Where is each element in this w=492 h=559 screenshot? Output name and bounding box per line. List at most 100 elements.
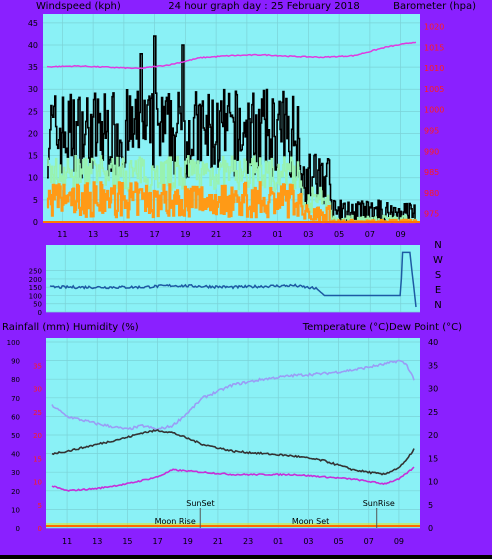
event-marker-label: SunRise	[363, 499, 395, 508]
y-tick-label-rainfall: 0	[38, 525, 42, 533]
y-tick-label-pressure: 985	[424, 168, 439, 177]
y-tick-label-wind: 20	[28, 129, 38, 138]
y-tick-label-humidity: 20	[11, 488, 20, 496]
x-tick-label: 13	[92, 537, 102, 546]
y-tick-label-humidity: 50	[11, 432, 20, 440]
y-tick-label-temperature: 20	[428, 431, 438, 440]
y-tick-label-rainfall: 5	[38, 502, 42, 510]
y-tick-label-wind: 30	[28, 85, 38, 94]
y-tick-label-pressure: 1005	[424, 85, 444, 94]
top-left-axis-title: Windspeed (kph)	[36, 1, 121, 12]
compass-label: N	[434, 240, 441, 251]
y-tick-label-rainfall: 20	[33, 432, 42, 440]
y-tick-label-direction: 250	[29, 268, 42, 276]
y-tick-label-pressure: 1000	[424, 106, 444, 115]
y-tick-label-rainfall: 10	[33, 479, 42, 487]
x-tick-label: 09	[396, 230, 406, 239]
bottom-right-axis-title: Temperature (°C)Dew Point (°C)	[302, 322, 462, 333]
x-tick-label: 15	[122, 537, 132, 546]
barometer-line	[46, 41, 417, 70]
y-tick-label-temperature: 25	[428, 408, 438, 417]
x-tick-label: 11	[57, 230, 67, 239]
chart-date-title: 24 hour graph day : 25 February 2018	[168, 1, 359, 12]
x-tick-label: 15	[119, 230, 129, 239]
y-tick-label-temperature: 5	[428, 501, 433, 510]
y-tick-label-pressure: 980	[424, 189, 439, 198]
y-tick-label-humidity: 10	[11, 506, 20, 514]
y-tick-label-humidity: 80	[11, 376, 20, 384]
y-tick-label-pressure: 995	[424, 126, 439, 135]
y-tick-label-pressure: 975	[424, 210, 439, 219]
event-marker-label: SunSet	[186, 499, 214, 508]
y-tick-label-pressure: 1020	[424, 22, 444, 31]
y-tick-label-humidity: 40	[11, 451, 20, 459]
y-tick-label-humidity: 100	[7, 339, 20, 347]
y-tick-label-rainfall: 30	[33, 386, 42, 394]
y-tick-label-direction: 150	[29, 284, 42, 292]
x-tick-label: 19	[180, 230, 190, 239]
y-tick-label-temperature: 15	[428, 454, 438, 463]
y-tick-label-pressure: 990	[424, 147, 439, 156]
x-tick-label: 07	[364, 537, 374, 546]
x-tick-label: 13	[88, 230, 98, 239]
x-tick-label: 03	[303, 230, 313, 239]
dew-point-line	[51, 466, 415, 492]
y-tick-label-humidity: 30	[11, 469, 20, 477]
y-tick-label-rainfall: 25	[33, 409, 42, 417]
x-tick-label: 23	[242, 230, 252, 239]
humidity-line	[51, 359, 415, 431]
y-tick-label-humidity: 90	[11, 358, 20, 366]
x-tick-label: 01	[273, 230, 283, 239]
y-tick-label-rainfall: 35	[33, 362, 42, 370]
y-tick-label-wind: 40	[28, 41, 38, 50]
y-tick-label-direction: 200	[29, 276, 42, 284]
x-tick-label: 17	[152, 537, 162, 546]
top-right-axis-title: Barometer (hpa)	[393, 1, 476, 12]
y-tick-label-rainfall: 15	[33, 455, 42, 463]
temperature-line	[51, 428, 415, 476]
x-tick-label: 21	[213, 537, 223, 546]
x-tick-label: 05	[334, 230, 344, 239]
compass-label: N	[434, 300, 441, 311]
y-tick-label-direction: 100	[29, 292, 42, 300]
temp-humidity-series	[46, 359, 420, 528]
wind-direction-series	[49, 251, 417, 308]
y-tick-label-pressure: 1015	[424, 43, 444, 52]
y-tick-label-temperature: 35	[428, 361, 438, 370]
y-tick-label-wind: 15	[28, 152, 38, 161]
y-tick-label-humidity: 0	[16, 525, 20, 533]
wind-direction-plot-area	[46, 245, 420, 312]
y-tick-label-temperature: 30	[428, 385, 438, 394]
y-tick-label-wind: 10	[28, 174, 38, 183]
y-tick-label-wind: 0	[33, 218, 38, 227]
x-tick-label: 23	[243, 537, 253, 546]
y-tick-label-temperature: 40	[428, 338, 438, 347]
temp-humidity-axes: 0102030405060708090100051015202530350510…	[7, 338, 439, 546]
x-tick-label: 21	[211, 230, 221, 239]
wind-pressure-axes: 0510152025303540459759809859909951000100…	[28, 19, 445, 239]
x-tick-label: 17	[150, 230, 160, 239]
y-tick-label-wind: 45	[28, 19, 38, 28]
y-tick-label-temperature: 0	[428, 524, 433, 533]
wind-direction-grid	[46, 245, 420, 313]
y-tick-label-humidity: 60	[11, 413, 20, 421]
x-tick-label: 19	[183, 537, 193, 546]
event-marker-label: Moon Rise	[155, 517, 196, 526]
y-tick-label-temperature: 10	[428, 478, 438, 487]
compass-label: S	[435, 270, 441, 281]
x-tick-label: 07	[365, 230, 375, 239]
y-tick-label-wind: 5	[33, 196, 38, 205]
compass-label: E	[435, 285, 441, 296]
bottom-left-axis-title: Rainfall (mm) Humidity (%)	[2, 322, 139, 333]
x-tick-label: 05	[333, 537, 343, 546]
compass-label: W	[433, 255, 443, 266]
x-tick-label: 09	[394, 537, 404, 546]
event-marker-label: Moon Set	[292, 517, 329, 526]
temp-humidity-grid	[46, 338, 420, 529]
y-tick-label-direction: 0	[38, 309, 42, 317]
x-tick-label: 01	[273, 537, 283, 546]
